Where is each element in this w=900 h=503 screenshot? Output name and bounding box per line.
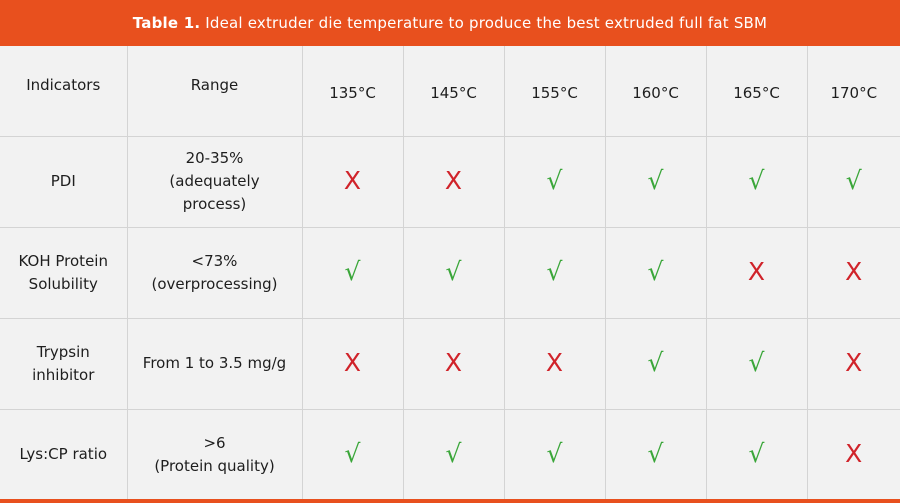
indicator-label: Solubility	[28, 274, 98, 293]
indicator-cell: Trypsin inhibitor	[0, 317, 128, 410]
header-temp-145: 145°C	[402, 46, 505, 137]
indicator-label: Trypsin	[36, 342, 90, 361]
table-row-trypsin-inhibitor: Trypsin inhibitor From 1 to 3.5 mg/g X X…	[0, 317, 900, 410]
range-line: From 1 to 3.5 mg/g	[142, 354, 287, 372]
check-mark-icon: √	[445, 438, 462, 468]
range-line: (Protein quality)	[154, 456, 275, 475]
cross-mark-icon: X	[343, 347, 362, 377]
cross-mark-icon: X	[343, 165, 362, 195]
check-mark-icon: √	[546, 256, 563, 286]
range-line: (overprocessing)	[151, 274, 278, 293]
cross-mark-icon: X	[444, 165, 463, 195]
header-range: Range	[126, 46, 303, 137]
cross-mark-icon: X	[845, 256, 863, 286]
indicator-cell: KOH Protein Solubility	[0, 226, 128, 319]
cross-mark-icon: X	[845, 347, 863, 377]
check-mark-icon: √	[748, 438, 765, 468]
result-cell: √	[705, 408, 808, 501]
result-cell: X	[301, 135, 404, 228]
header-temp-155: 155°C	[503, 46, 606, 137]
check-mark-icon: √	[647, 165, 664, 195]
range-cell: >6 (Protein quality)	[126, 408, 303, 501]
header-indicators: Indicators	[0, 46, 128, 137]
result-cell: √	[402, 408, 505, 501]
result-cell: X	[705, 226, 808, 319]
cross-mark-icon: X	[845, 438, 863, 468]
result-cell: √	[503, 226, 606, 319]
indicator-cell: Lys:CP ratio	[0, 408, 128, 501]
result-cell: √	[503, 135, 606, 228]
result-cell: X	[503, 317, 606, 410]
indicator-label: PDI	[50, 172, 76, 190]
extruder-temperature-table: Indicators Range 135°C 145°C 155°C 160°C…	[0, 46, 900, 501]
check-mark-icon: √	[845, 165, 862, 195]
range-line: <73%	[191, 251, 238, 270]
check-mark-icon: √	[748, 165, 765, 195]
result-cell: X	[402, 135, 505, 228]
cross-mark-icon: X	[545, 347, 564, 377]
range-cell: From 1 to 3.5 mg/g	[126, 317, 303, 410]
result-cell: X	[301, 317, 404, 410]
check-mark-icon: √	[546, 438, 563, 468]
check-mark-icon: √	[546, 165, 563, 195]
result-cell: √	[402, 226, 505, 319]
result-cell: X	[806, 226, 900, 319]
result-cell: √	[806, 135, 900, 228]
table-row-koh-protein-solubility: KOH Protein Solubility <73% (overprocess…	[0, 226, 900, 319]
header-row: Indicators Range 135°C 145°C 155°C 160°C…	[0, 46, 900, 137]
check-mark-icon: √	[748, 347, 765, 377]
header-temp-170: 170°C	[806, 46, 900, 137]
check-mark-icon: √	[647, 347, 664, 377]
result-cell: √	[301, 226, 404, 319]
bottom-accent-line	[0, 499, 900, 503]
table-title-number: Table 1.	[132, 14, 201, 32]
header-temp-160: 160°C	[604, 46, 707, 137]
result-cell: √	[503, 408, 606, 501]
header-temp-135: 135°C	[301, 46, 404, 137]
result-cell: √	[705, 317, 808, 410]
range-line: >6	[203, 433, 226, 452]
cross-mark-icon: X	[747, 256, 766, 286]
result-cell: √	[604, 226, 707, 319]
range-line: 20-35%	[185, 149, 244, 167]
range-line: process)	[182, 195, 247, 213]
table-row-pdi: PDI 20-35% (adequately process) X X √ √ …	[0, 135, 900, 228]
check-mark-icon: √	[445, 256, 462, 286]
result-cell: √	[604, 408, 707, 501]
range-line: (adequately	[169, 172, 260, 190]
indicator-label: KOH Protein	[18, 251, 108, 270]
check-mark-icon: √	[344, 438, 361, 468]
indicator-cell: PDI	[0, 135, 128, 228]
result-cell: X	[402, 317, 505, 410]
range-cell: <73% (overprocessing)	[126, 226, 303, 319]
table-title-text: Ideal extruder die temperature to produc…	[205, 14, 768, 32]
result-cell: X	[806, 317, 900, 410]
check-mark-icon: √	[647, 438, 664, 468]
result-cell: √	[604, 135, 707, 228]
indicator-label: inhibitor	[32, 365, 95, 384]
indicator-label: Lys:CP ratio	[19, 445, 108, 463]
header-temp-165: 165°C	[705, 46, 808, 137]
table-title: Table 1. Ideal extruder die temperature …	[0, 0, 900, 46]
result-cell: X	[806, 408, 900, 501]
check-mark-icon: √	[647, 256, 664, 286]
result-cell: √	[301, 408, 404, 501]
range-cell: 20-35% (adequately process)	[126, 135, 303, 228]
result-cell: √	[604, 317, 707, 410]
result-cell: √	[705, 135, 808, 228]
check-mark-icon: √	[344, 256, 361, 286]
cross-mark-icon: X	[444, 347, 463, 377]
table-row-lys-cp-ratio: Lys:CP ratio >6 (Protein quality) √ √ √ …	[0, 408, 900, 501]
